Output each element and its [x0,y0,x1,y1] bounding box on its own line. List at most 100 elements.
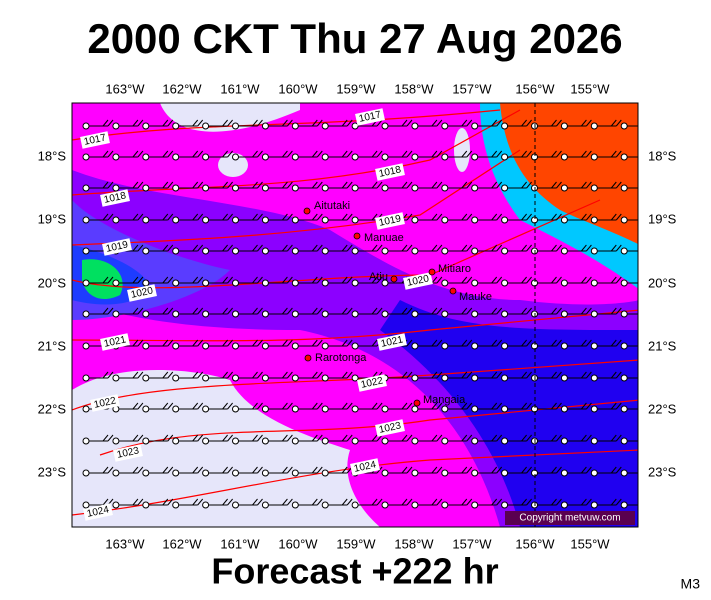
barb-station [142,310,150,318]
barb-station [441,501,449,509]
barb-flag [252,213,258,221]
wind-barb [441,371,473,382]
wind-barb [501,119,532,130]
barb-flag [556,150,562,158]
barb-flag [466,119,473,127]
barb-flag [257,244,263,252]
barb-flag [461,466,468,474]
wind-barb [291,466,323,477]
barb-flag [316,244,323,252]
barb-flag [222,244,228,252]
barb-flag [436,276,443,284]
wind-barb [261,276,293,287]
barb-flag [132,276,139,284]
wind-barb [261,434,293,445]
isobar-label: 1021 [103,334,127,349]
barb-flag [162,402,169,410]
barb-flag [282,466,288,474]
barb-station [321,184,329,192]
barb-station [142,405,150,413]
barb-station [172,153,180,161]
barb-flag [586,181,592,189]
barb-flag [167,213,174,221]
barb-flag [586,498,592,506]
wind-barb [112,213,144,224]
barb-flag [491,339,498,347]
isobar-label: 1024 [86,504,110,519]
wind-barb [620,469,638,477]
barb-flag [311,213,318,221]
barb-station [172,310,180,318]
barb-flag [132,307,139,315]
barb-station [501,310,509,318]
place-name: Rarotonga [315,352,367,364]
barb-flag [496,339,503,347]
barb-flag [466,150,473,158]
barb-flag [102,276,109,284]
barb-station [501,437,509,445]
lat-label: 20°S [648,275,677,290]
barb-station [620,247,628,255]
barb-station [172,216,180,224]
barb-station [381,279,389,287]
barb-flag [316,150,323,158]
barb-flag [526,307,532,315]
barb-station [261,153,269,161]
wind-barb [411,150,443,161]
barb-flag [227,466,233,474]
barb-station [82,437,90,445]
barb-flag [222,213,228,221]
barb-station [471,216,479,224]
barb-flag [401,466,408,474]
barb-flag [311,371,318,379]
barb-flag [406,150,413,158]
barb-flag [341,119,348,127]
barb-flag [431,119,438,127]
barb-flag [436,339,443,347]
barb-flag [227,213,233,221]
wind-barb [291,150,323,161]
barb-station [441,374,449,382]
wind-barb [202,307,233,318]
barb-flag [162,434,169,442]
barb-flag [406,307,413,315]
barb-flag [257,371,263,379]
lon-label: 157°W [452,81,492,96]
region [380,300,638,527]
barb-station [471,153,479,161]
barb-flag [282,119,288,127]
wind-barb [590,307,622,318]
barb-flag [556,466,562,474]
barb-flag [167,307,174,315]
lon-label: 163°W [105,81,145,96]
barb-station [202,279,210,287]
barb-flag [287,371,293,379]
isobar-label-box [113,444,143,462]
barb-flag [431,466,438,474]
barb-flag [551,434,557,442]
wind-barb [471,244,503,255]
wind-barb [142,276,174,287]
barb-flag [162,498,169,506]
lon-label: 158°W [394,81,434,96]
wind-barb [142,150,174,161]
barb-station [261,310,269,318]
wind-barb [232,150,263,161]
barb-flag [346,371,353,379]
barb-station [142,279,150,287]
wind-barb [291,339,323,350]
barb-station [112,310,120,318]
barb-flag [401,150,408,158]
barb-flag [192,339,199,347]
wind-barb [202,339,233,350]
barb-flag [551,244,557,252]
barb-station [560,342,568,350]
wind-barb [291,181,323,192]
barb-station [471,469,479,477]
barb-station [560,405,568,413]
barb-station [321,216,329,224]
wind-barb [351,434,383,445]
region [82,259,123,300]
wind-barb [321,119,353,130]
barb-flag [192,498,199,506]
